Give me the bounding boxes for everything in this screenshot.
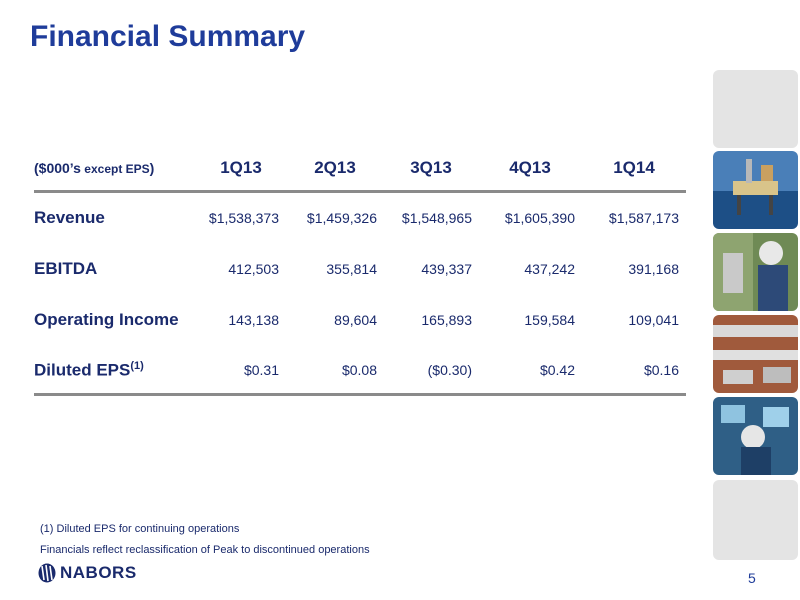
row-label: Revenue xyxy=(34,208,105,228)
nabors-logo-icon xyxy=(38,563,56,583)
placeholder-tile xyxy=(713,70,798,148)
logo-text: NABORS xyxy=(60,563,137,582)
row-label: Diluted EPS(1) xyxy=(34,360,144,381)
column-header: 3Q13 xyxy=(410,158,452,177)
table-cell: $0.31 xyxy=(243,362,279,378)
table-row: Operating Income 143,138 89,604 165,893 … xyxy=(34,310,686,340)
footnote-marker: (1) xyxy=(130,360,144,372)
table-cell: 391,168 xyxy=(628,261,679,277)
column-header: 2Q13 xyxy=(314,158,356,177)
page-title: Financial Summary xyxy=(30,20,306,53)
table-cell: 439,337 xyxy=(421,261,472,277)
row-label-text: EBITDA xyxy=(34,259,98,278)
table-cell: $0.08 xyxy=(341,362,377,378)
control-room-image xyxy=(713,397,798,475)
row-label-text: Diluted EPS xyxy=(34,360,131,380)
offshore-rig-image xyxy=(713,151,798,229)
table-header-row: ($000’s except EPS) 1Q13 2Q13 3Q13 4Q13 … xyxy=(34,152,686,190)
table-row: Revenue $1,538,373 $1,459,326 $1,548,965… xyxy=(34,208,686,238)
row-label: EBITDA xyxy=(34,259,97,279)
units-close: ) xyxy=(149,160,155,176)
row-label: Operating Income xyxy=(34,310,179,330)
table-bottom-rule xyxy=(34,393,686,396)
row-label-text: Revenue xyxy=(34,208,105,227)
column-header: 1Q14 xyxy=(613,158,655,177)
table-row: Diluted EPS(1) $0.31 $0.08 ($0.30) $0.42… xyxy=(34,360,686,390)
table-cell: 355,814 xyxy=(326,261,377,277)
table-cell: 437,242 xyxy=(524,261,575,277)
table-cell: 165,893 xyxy=(421,312,472,328)
table-cell: 159,584 xyxy=(524,312,575,328)
financial-table: ($000’s except EPS) 1Q13 2Q13 3Q13 4Q13 … xyxy=(34,152,686,396)
rig-site-image xyxy=(713,315,798,393)
header-divider xyxy=(34,190,686,193)
page-number: 5 xyxy=(748,570,756,586)
units-main: ($000’s xyxy=(34,160,81,176)
table-cell: 143,138 xyxy=(228,312,279,328)
company-logo: NABORS xyxy=(38,563,137,583)
table-cell: $1,587,173 xyxy=(608,210,679,226)
table-cell: $1,538,373 xyxy=(208,210,279,226)
footnote-2: Financials reflect reclassification of P… xyxy=(40,544,370,556)
table-cell: $1,605,390 xyxy=(504,210,575,226)
table-cell: $0.16 xyxy=(643,362,679,378)
row-label-text: Operating Income xyxy=(34,310,179,329)
table-cell: $1,548,965 xyxy=(401,210,472,226)
table-cell: $0.42 xyxy=(539,362,575,378)
table-cell: 412,503 xyxy=(228,261,279,277)
table-row: EBITDA 412,503 355,814 439,337 437,242 3… xyxy=(34,259,686,289)
footnote-1: (1) Diluted EPS for continuing operation… xyxy=(40,523,240,535)
units-small: except EPS xyxy=(80,162,150,176)
table-cell: $1,459,326 xyxy=(306,210,377,226)
table-cell: ($0.30) xyxy=(427,362,472,378)
placeholder-tile xyxy=(713,480,798,560)
table-cell: 109,041 xyxy=(628,312,679,328)
column-header: 1Q13 xyxy=(220,158,262,177)
worker-image xyxy=(713,233,798,311)
column-header: 4Q13 xyxy=(509,158,551,177)
table-units-label: ($000’s except EPS) xyxy=(34,160,154,176)
table-cell: 89,604 xyxy=(334,312,377,328)
